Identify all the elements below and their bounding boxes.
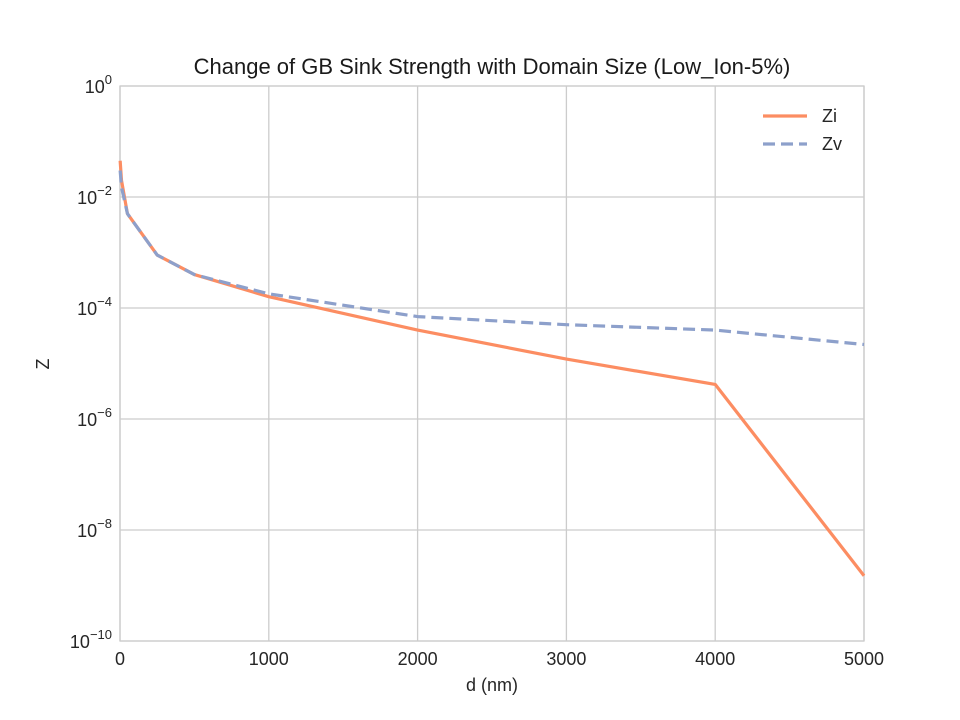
y-tick-base: 10 bbox=[85, 77, 105, 97]
y-tick-exponent: −4 bbox=[97, 294, 112, 309]
y-tick-base: 10 bbox=[77, 299, 97, 319]
y-tick-base: 10 bbox=[77, 410, 97, 430]
x-axis-label: d (nm) bbox=[466, 675, 518, 695]
x-tick-label: 5000 bbox=[844, 649, 884, 669]
y-tick-exponent: −10 bbox=[90, 627, 112, 642]
y-tick-label: 100 bbox=[85, 72, 112, 97]
x-tick-labels: 0 1000 2000 3000 4000 5000 bbox=[115, 649, 884, 669]
legend: Zi Zv bbox=[763, 106, 842, 154]
legend-label-zi: Zi bbox=[822, 106, 837, 126]
legend-label-zv: Zv bbox=[822, 134, 842, 154]
y-tick-exponent: 0 bbox=[105, 72, 112, 87]
y-tick-label: 10−2 bbox=[77, 183, 112, 208]
y-tick-label: 10−6 bbox=[77, 405, 112, 430]
y-tick-exponent: −8 bbox=[97, 516, 112, 531]
x-tick-label: 4000 bbox=[695, 649, 735, 669]
y-tick-exponent: −6 bbox=[97, 405, 112, 420]
y-axis-label: Z bbox=[33, 359, 53, 370]
y-tick-exponent: −2 bbox=[97, 183, 112, 198]
series-layer bbox=[118, 160, 866, 577]
y-tick-label: 10−8 bbox=[77, 516, 112, 541]
y-tick-base: 10 bbox=[77, 521, 97, 541]
x-tick-label: 0 bbox=[115, 649, 125, 669]
y-tick-label: 10−4 bbox=[77, 294, 112, 319]
x-tick-label: 1000 bbox=[249, 649, 289, 669]
y-tick-base: 10 bbox=[70, 632, 90, 652]
chart-title: Change of GB Sink Strength with Domain S… bbox=[194, 54, 791, 79]
x-tick-label: 2000 bbox=[398, 649, 438, 669]
x-tick-label: 3000 bbox=[546, 649, 586, 669]
plot-frame bbox=[119, 85, 865, 642]
y-tick-label: 10−10 bbox=[70, 627, 112, 652]
series-line-zv bbox=[118, 170, 865, 347]
y-tick-base: 10 bbox=[77, 188, 97, 208]
